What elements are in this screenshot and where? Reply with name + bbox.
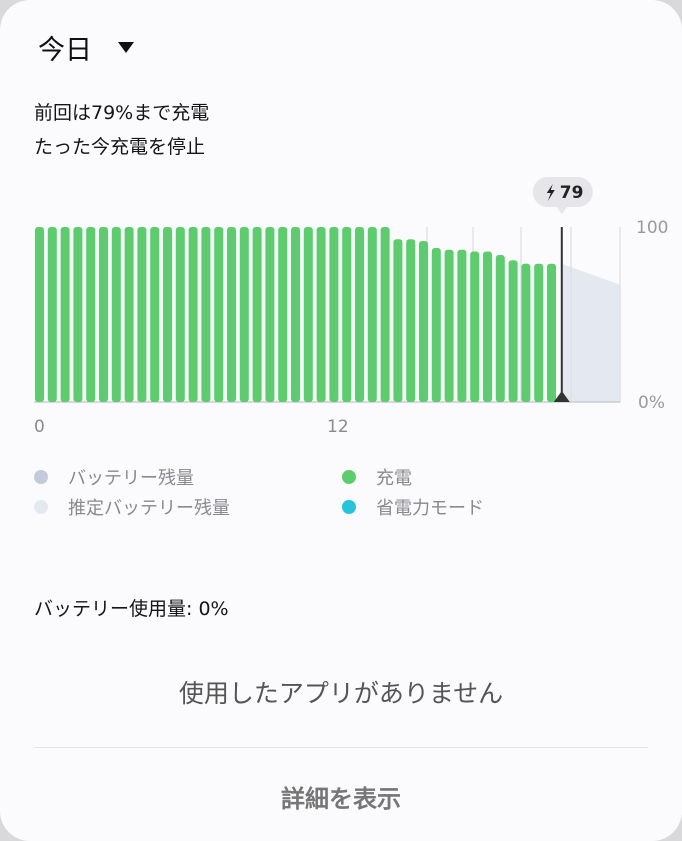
legend-label: 推定バッテリー残量 bbox=[68, 498, 230, 519]
estimated-area bbox=[561, 263, 620, 402]
charge-bar bbox=[35, 227, 44, 402]
charge-bar bbox=[547, 263, 556, 402]
charge-bar bbox=[291, 227, 300, 402]
charge-bar bbox=[303, 227, 313, 402]
charge-bar bbox=[508, 260, 518, 402]
battery-level-dot bbox=[34, 470, 48, 484]
battery-usage-text: バッテリー使用量: 0% bbox=[34, 598, 229, 620]
charge-marker-value: 79 bbox=[560, 183, 584, 203]
lightning-icon bbox=[546, 184, 555, 201]
charge-bar bbox=[457, 249, 467, 402]
charge-bar bbox=[495, 255, 505, 402]
charge-bar bbox=[265, 227, 275, 402]
charge-bar bbox=[406, 239, 416, 402]
x-tick-label: 0 bbox=[34, 417, 45, 437]
no-apps-message: 使用したアプリがありません bbox=[178, 679, 504, 708]
charge-bar bbox=[150, 227, 160, 402]
legend-label: 省電力モード bbox=[376, 498, 484, 519]
charge-bar bbox=[201, 227, 211, 402]
charge-bar bbox=[214, 227, 224, 402]
charge-bar bbox=[124, 227, 134, 402]
estimated-level-dot bbox=[34, 500, 48, 514]
charge-bar bbox=[329, 227, 339, 402]
period-dropdown[interactable]: 今日 bbox=[38, 30, 134, 66]
now-marker-triangle bbox=[553, 391, 570, 402]
power-saving-dot bbox=[342, 500, 356, 514]
charge-bar bbox=[444, 249, 454, 402]
legend-label: バッテリー残量 bbox=[68, 468, 194, 489]
charging-dot bbox=[342, 470, 356, 484]
legend-item-power-saving: 省電力モード bbox=[342, 494, 484, 520]
battery-chart: 79 100 0% 0 12 bbox=[34, 177, 668, 437]
charge-bar bbox=[393, 239, 403, 402]
charge-bar bbox=[278, 227, 288, 402]
charge-bar bbox=[367, 227, 377, 402]
charge-bar bbox=[380, 227, 390, 402]
charge-bar bbox=[239, 227, 249, 402]
charge-bar bbox=[86, 227, 96, 402]
charge-bar bbox=[60, 227, 70, 402]
y-tick-label: 0% bbox=[638, 393, 665, 413]
charge-bar bbox=[521, 263, 531, 402]
caret-down-icon bbox=[118, 41, 134, 53]
charge-bar bbox=[342, 227, 352, 402]
charge-bar bbox=[534, 263, 544, 402]
charge-bar bbox=[419, 241, 428, 402]
legend-item-charging: 充電 bbox=[342, 464, 412, 490]
x-tick-label: 12 bbox=[327, 417, 349, 437]
charge-bar bbox=[175, 227, 185, 402]
charge-bar bbox=[355, 227, 364, 402]
last-charge-text: 前回は79%まで充電 bbox=[34, 102, 210, 124]
charge-bar bbox=[99, 227, 108, 402]
charge-bar bbox=[73, 227, 83, 402]
legend-item-estimated-level: 推定バッテリー残量 bbox=[34, 494, 230, 520]
charge-bar bbox=[431, 248, 441, 402]
view-details-button[interactable]: 詳細を表示 bbox=[281, 785, 401, 813]
charge-stopped-text: たった今充電を停止 bbox=[34, 136, 206, 158]
period-label: 今日 bbox=[38, 34, 92, 66]
charge-bar bbox=[227, 227, 236, 402]
charging-status: 前回は79%まで充電 たった今充電を停止 bbox=[34, 96, 209, 164]
charge-bar bbox=[470, 251, 480, 402]
charge-bar bbox=[47, 227, 57, 402]
charge-bar bbox=[483, 251, 492, 402]
bubble-pointer bbox=[555, 206, 568, 214]
charge-bar bbox=[111, 227, 121, 402]
legend-item-battery-level: バッテリー残量 bbox=[34, 464, 194, 490]
divider bbox=[34, 747, 648, 748]
charge-bar bbox=[137, 227, 147, 402]
legend-label: 充電 bbox=[376, 468, 412, 489]
charge-bar bbox=[316, 227, 326, 402]
charge-marker-bubble bbox=[532, 177, 593, 207]
charge-bar bbox=[252, 227, 262, 402]
charge-bar bbox=[188, 227, 198, 402]
y-tick-label: 100 bbox=[636, 218, 668, 238]
charge-bar bbox=[163, 227, 172, 402]
